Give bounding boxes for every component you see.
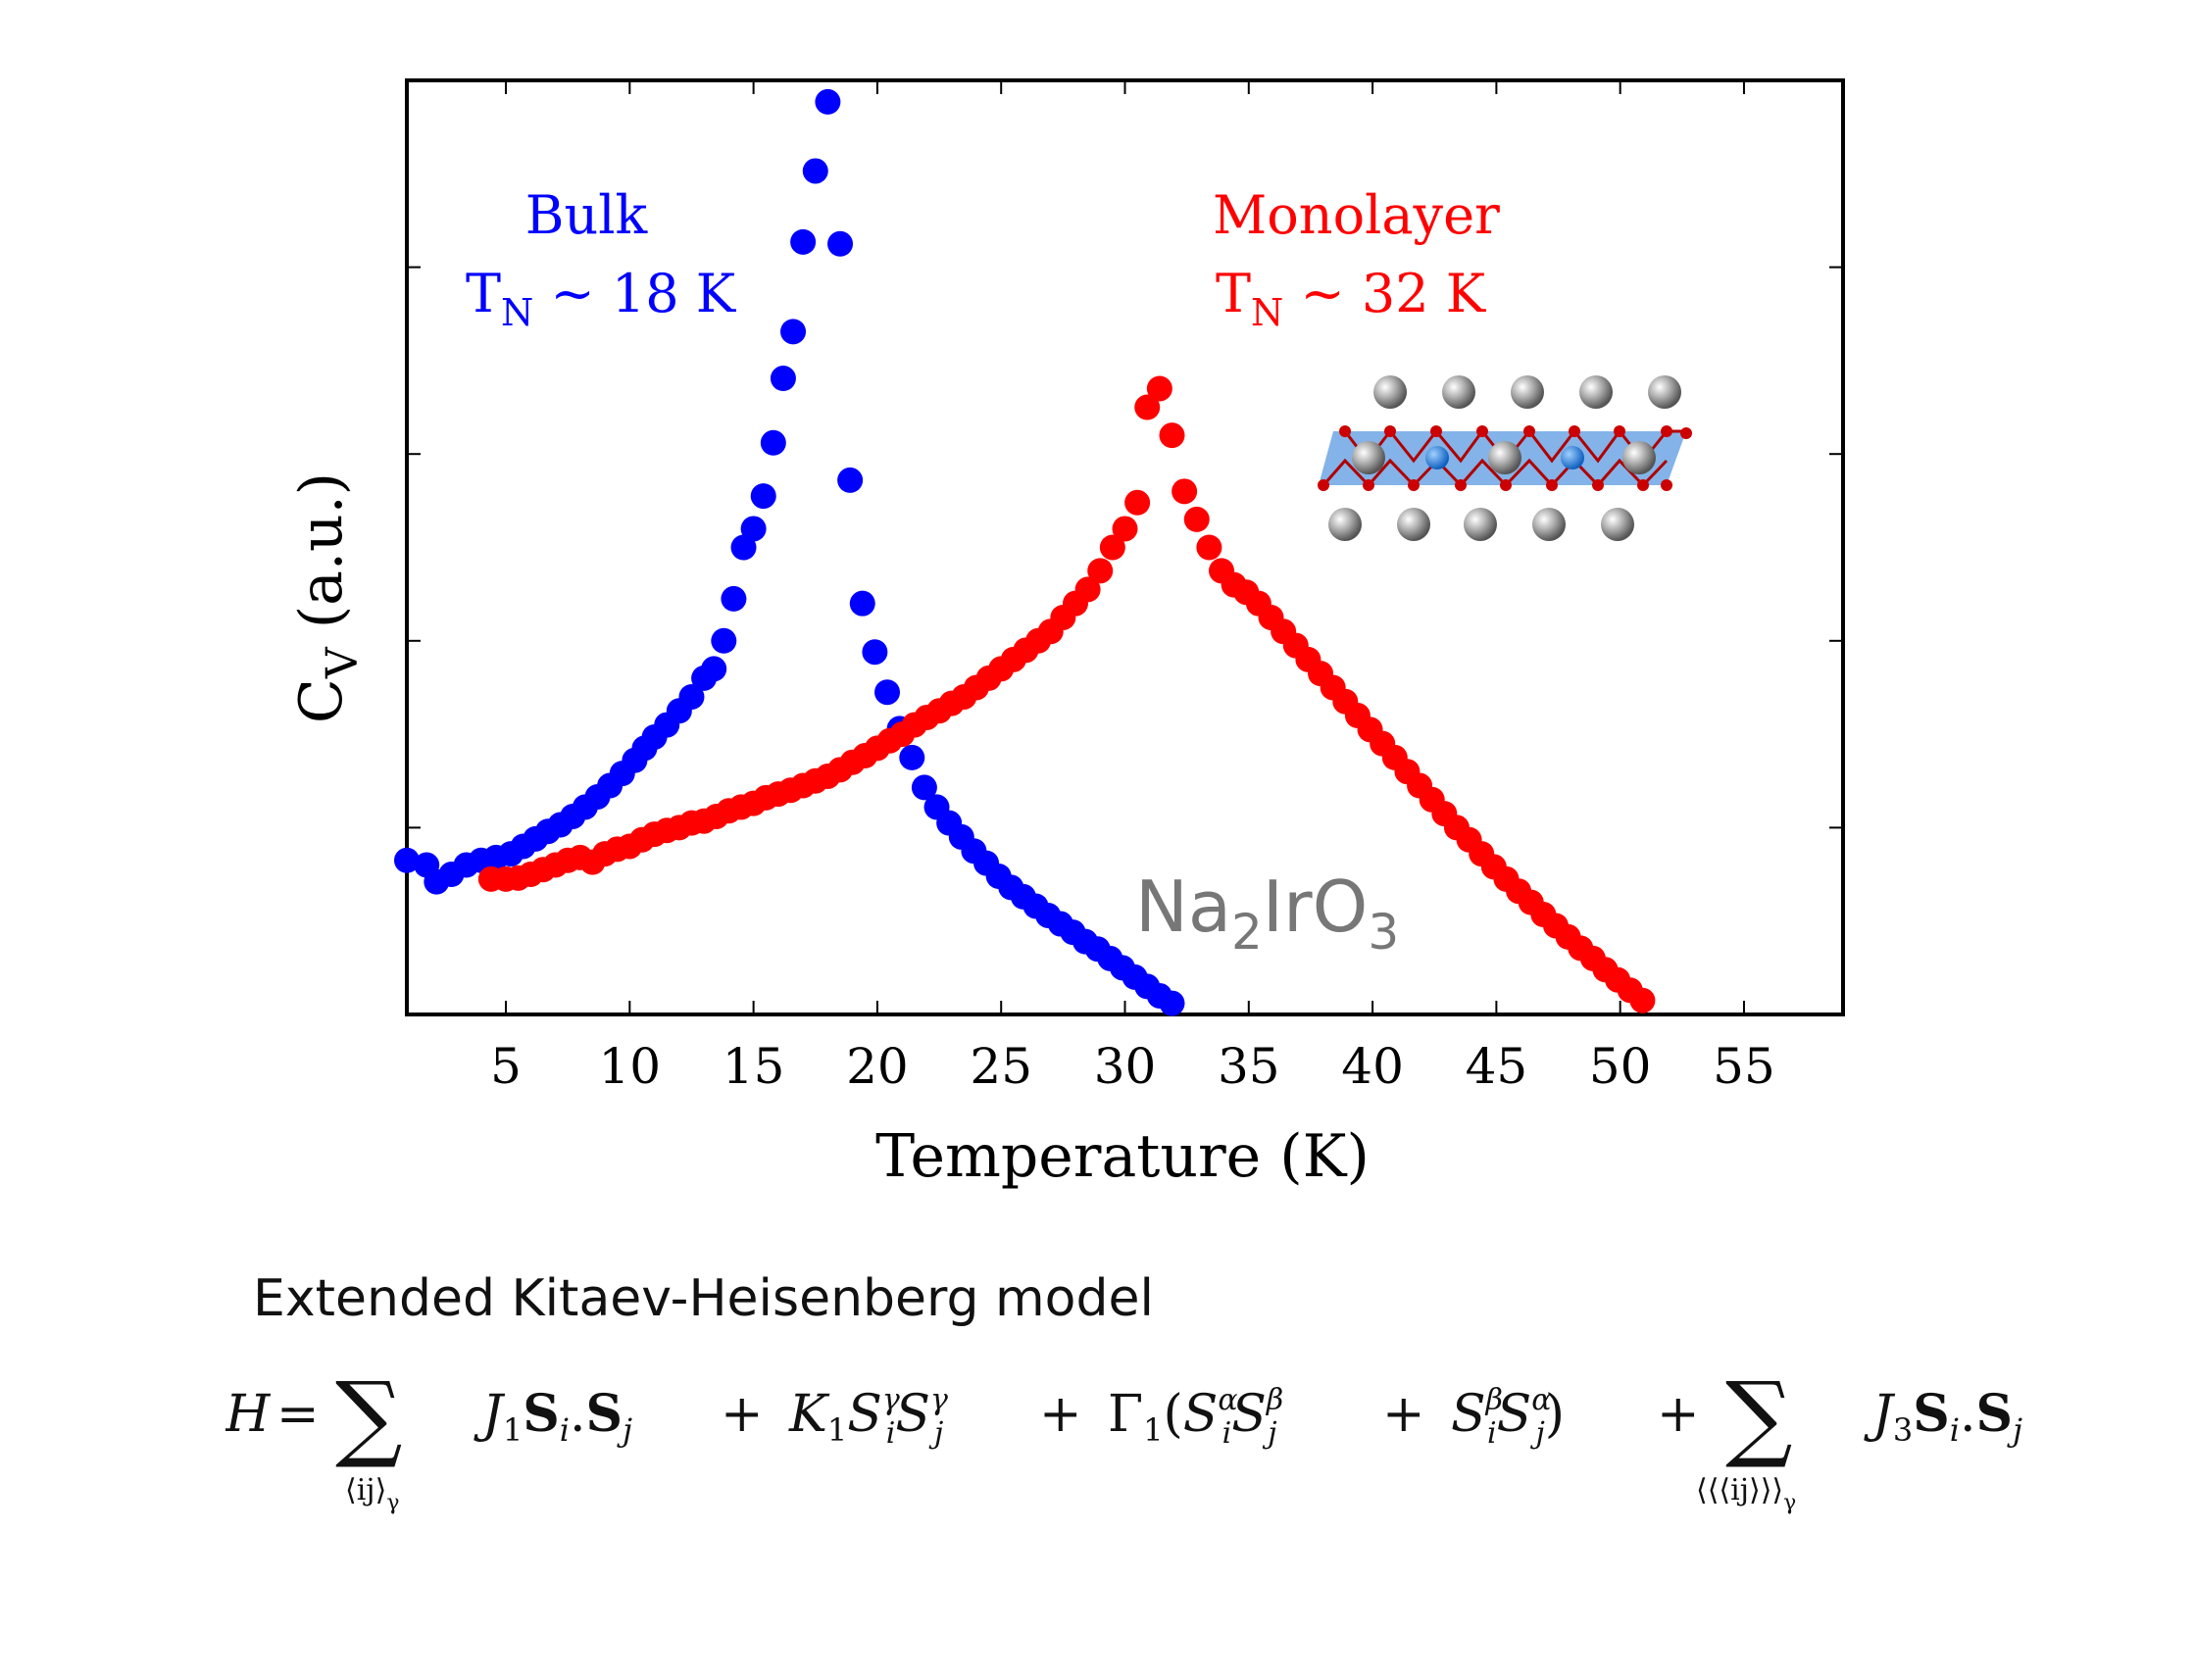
svg-text:+: + — [1657, 1385, 1700, 1444]
x-tick-label: 15 — [723, 1038, 785, 1095]
y-axis-label: CV (a.u.) — [287, 472, 368, 723]
x-axis-label: Temperature (K) — [875, 1122, 1370, 1191]
x-tick-label: 30 — [1094, 1038, 1157, 1095]
monolayer-data-point — [1159, 422, 1185, 449]
svg-text:∑: ∑ — [1725, 1361, 1793, 1471]
x-tick-label: 35 — [1218, 1038, 1280, 1095]
x-tick-label: 45 — [1466, 1038, 1528, 1095]
sum2-subscript: ⟨⟨⟨ij⟩⟩⟩γ — [1696, 1473, 1796, 1515]
monolayer-data-point — [1074, 576, 1101, 603]
x-tick-label: 5 — [490, 1038, 522, 1095]
bulk-data-point — [750, 483, 776, 510]
bulk-label: Bulk — [525, 184, 649, 246]
x-tick-label: 50 — [1589, 1038, 1652, 1095]
bulk-data-point — [837, 467, 864, 493]
monolayer-data-point — [1146, 375, 1172, 402]
model-title: Extended Kitaev-Heisenberg model — [253, 1269, 1154, 1328]
monolayer-data-point — [1124, 489, 1151, 516]
bulk-data-point — [760, 429, 786, 456]
x-tick-label: 55 — [1713, 1038, 1775, 1095]
svg-text:=: = — [276, 1385, 320, 1444]
x-tick-label: 20 — [846, 1038, 909, 1095]
monolayer-data-point — [1099, 534, 1125, 561]
x-tick-label: 10 — [599, 1038, 662, 1095]
bulk-data-point — [815, 88, 841, 115]
monolayer-data-point — [1172, 478, 1198, 505]
svg-text:∑: ∑ — [335, 1361, 403, 1471]
svg-text:+: + — [1382, 1385, 1425, 1444]
crystal-structure-image — [1318, 375, 1692, 541]
bulk-data-point — [678, 683, 705, 710]
monolayer-label: Monolayer — [1213, 184, 1500, 246]
bulk-data-point — [740, 516, 767, 542]
x-tick-label: 25 — [970, 1038, 1032, 1095]
monolayer-data-point — [1196, 534, 1222, 561]
bulk-data-point — [827, 230, 854, 257]
monolayer-data-point — [1087, 558, 1114, 584]
hamiltonian-equation: H = ∑ ⟨ij⟩γ J1Si.Sj + K1Sγ iSγ j + Γ1(Sα iS… — [225, 1361, 2022, 1515]
monolayer-data-point — [1134, 394, 1161, 420]
monolayer-data-point — [1183, 506, 1210, 532]
bulk-data-point — [701, 656, 727, 682]
bulk-data-point — [711, 627, 737, 654]
svg-text:J1Si.Sj: J1Si.Sj — [474, 1384, 632, 1449]
ticks: 5 10 15 20 25 30 35 40 45 50 55 — [407, 80, 1843, 1095]
monolayer-tn-label: TN ~ 32 K — [1216, 263, 1487, 334]
monolayer-data-point — [1112, 516, 1138, 542]
svg-text:J3Si.Sj: J3Si.Sj — [1864, 1384, 2022, 1449]
bulk-data-point — [862, 639, 888, 666]
bulk-data-point — [730, 534, 757, 561]
bulk-data-point — [899, 744, 925, 770]
bulk-data-point — [911, 774, 937, 801]
bulk-data-point — [721, 585, 747, 612]
bulk-data-point — [780, 319, 807, 345]
x-tick-label: 40 — [1341, 1038, 1404, 1095]
bulk-data-point — [394, 847, 420, 873]
bulk-data-point — [770, 366, 796, 392]
svg-text:+: + — [721, 1385, 764, 1444]
bulk-data-point — [849, 590, 875, 617]
sum1-subscript: ⟨ij⟩γ — [345, 1473, 399, 1515]
specific-heat-chart: 5 10 15 20 25 30 35 40 45 50 55 Bulk TN ~ 18 K Mon… — [287, 78, 1845, 1191]
svg-text:+: + — [1039, 1385, 1082, 1444]
bulk-data-point — [1159, 990, 1185, 1016]
bulk-data-point — [802, 158, 828, 184]
bulk-series — [394, 88, 1185, 1016]
monolayer-series — [477, 375, 1656, 1013]
svg-text:H: H — [225, 1385, 272, 1444]
bulk-tn-label: TN ~ 18 K — [466, 263, 737, 334]
compound-label: Na2IrO3 — [1135, 865, 1399, 961]
monolayer-data-point — [1629, 987, 1656, 1013]
bulk-data-point — [790, 228, 817, 255]
bulk-data-point — [874, 679, 901, 706]
